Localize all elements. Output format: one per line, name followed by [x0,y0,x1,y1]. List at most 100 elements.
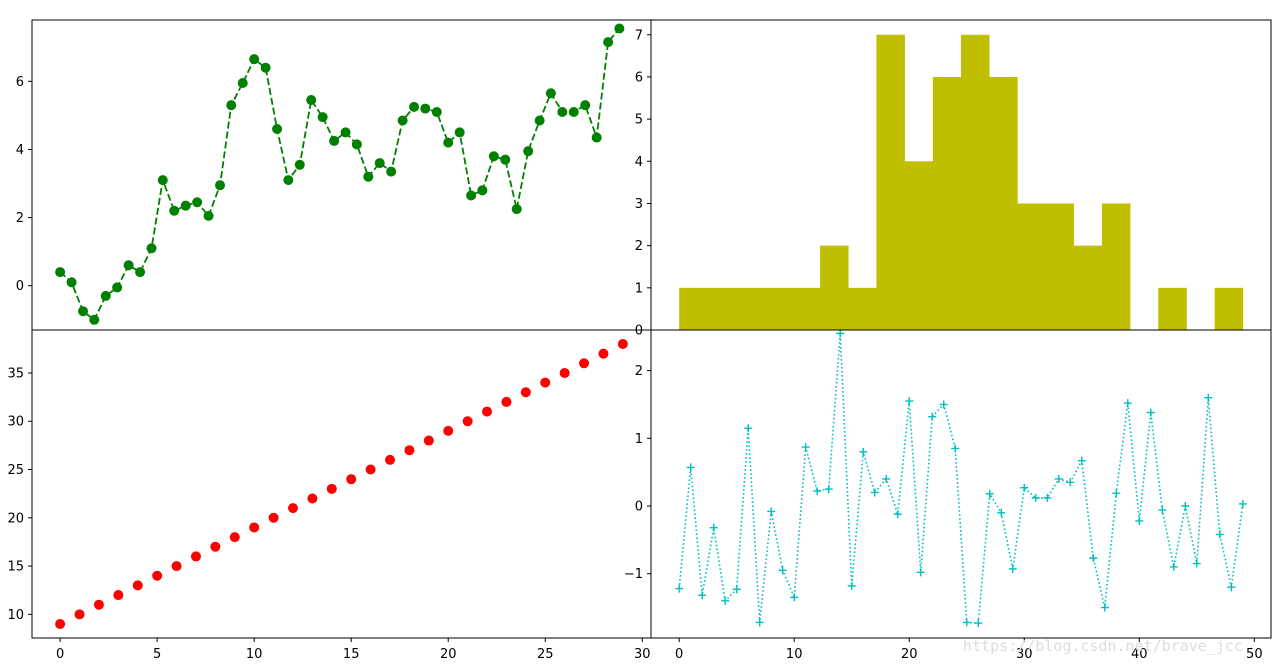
scatter-point [171,561,182,572]
data-point [374,158,385,169]
y-tick-label: −1 [624,567,643,582]
plus-marker [1100,603,1109,612]
plus-marker [905,397,914,406]
plus-marker [939,400,948,409]
data-point [89,314,100,325]
scatter-point [113,590,124,601]
plus-marker [1192,559,1201,568]
y-tick-label: 7 [635,28,643,43]
scatter-point [482,406,493,417]
histogram-bar [791,287,821,330]
x-tick-label: 10 [786,647,803,662]
plus-marker [698,591,707,600]
scatter-point [520,387,531,398]
histogram-bar [1073,245,1103,330]
plus-marker [790,593,799,602]
data-point [146,243,157,254]
scatter-point [559,367,570,378]
data-point [100,290,111,301]
data-point [534,115,545,126]
scatter-point [365,464,376,475]
plus-marker [721,596,730,605]
x-tick-label: 20 [901,647,918,662]
scatter-point [443,425,454,436]
data-point [386,166,397,177]
y-tick-label: 15 [7,560,24,575]
plus-marker [997,508,1006,517]
data-point [272,124,283,135]
subplot-line-top-left: 0 2 4 6 [16,19,652,331]
data-point [500,154,511,165]
series-line [678,333,1244,624]
data-point [431,106,442,117]
histogram-bar [763,287,793,330]
scatter-point [152,570,163,581]
plus-marker [686,463,695,472]
axes-frame [31,19,652,331]
plus-marker [847,581,856,590]
data-point [488,151,499,162]
scatter-point [132,580,143,591]
plus-marker [824,485,833,494]
histogram-bar [735,287,765,330]
x-tick-label: 30 [1016,647,1033,662]
y-tick-label: 30 [7,415,24,430]
y-tick-label: 5 [635,113,643,128]
histogram-bar [848,287,877,330]
y-tick-label: 20 [7,511,24,526]
plus-marker [709,523,718,532]
plus-marker [801,443,810,452]
plus-marker [1031,493,1040,502]
plus-marker [1123,399,1132,408]
data-point [591,132,602,143]
data-point [545,88,556,99]
histogram-bar [876,34,905,331]
plus-marker [859,447,868,456]
data-point [523,146,534,157]
scatter-point [229,532,240,543]
data-point [78,306,89,317]
scatter-point [423,435,434,446]
plus-marker [1158,506,1167,515]
data-point [329,135,340,146]
plus-marker [928,412,937,421]
data-point [477,185,488,196]
data-point [249,54,260,65]
scatter-point [307,493,318,504]
data-point [568,106,579,117]
y-tick-label: 3 [635,197,643,212]
y-tick-label: 1 [635,432,643,447]
x-tick-label: 40 [1131,647,1148,662]
plus-marker [1215,530,1224,539]
data-point [215,180,226,191]
data-point [557,106,568,117]
plus-marker [744,424,753,433]
plus-marker [1077,456,1086,465]
plus-marker [767,507,776,516]
data-point [420,103,431,114]
x-tick-label: 10 [246,647,263,662]
scatter-point [540,377,551,388]
scatter-point [210,541,221,552]
data-point [306,95,317,106]
data-point [397,115,408,126]
subplot-histogram-top-right: 0 1 2 3 4 5 6 7 [635,19,1272,339]
scatter-point [579,358,590,369]
watermark-text: https://blog.csdn.net/brave_jcc [963,637,1243,655]
plus-marker [962,618,971,627]
histogram-bar [707,287,736,330]
scatter-point [268,512,279,523]
plus-marker [1181,502,1190,510]
histogram-bar [1101,203,1131,330]
y-tick-label: 2 [635,239,643,254]
x-tick-label: 50 [1246,647,1263,662]
plus-marker [836,329,845,338]
data-point [192,197,203,208]
plus-marker [1089,554,1098,563]
scatter-point [190,551,201,562]
axes-frame [650,329,1272,639]
histogram-bar [820,245,849,330]
scatter-point [55,619,66,629]
plus-marker [1238,499,1247,508]
